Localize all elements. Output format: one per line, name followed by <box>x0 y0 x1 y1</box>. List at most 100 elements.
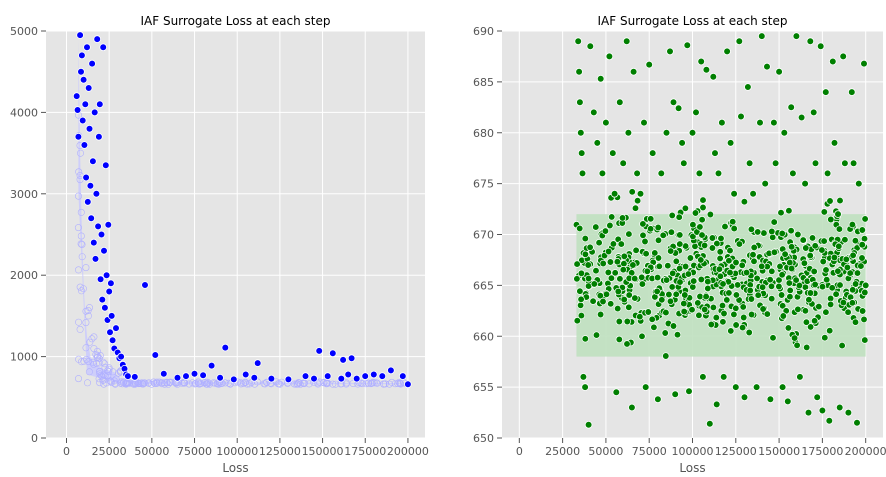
density-point <box>651 249 659 257</box>
density-point <box>861 336 869 344</box>
density-point <box>110 377 118 385</box>
data-point <box>72 92 81 100</box>
density-point <box>101 360 109 368</box>
density-point <box>75 192 83 200</box>
data-point <box>199 371 207 380</box>
x-tick-label: 25000 <box>92 445 127 458</box>
density-point <box>632 246 640 254</box>
density-point <box>675 264 684 273</box>
density-point <box>397 380 405 388</box>
density-point <box>584 261 592 269</box>
density-point <box>623 340 631 348</box>
density-point <box>667 228 676 236</box>
points-right <box>574 32 870 429</box>
density-point <box>381 380 389 388</box>
data-point <box>85 124 94 133</box>
density-point <box>631 204 640 212</box>
density-point <box>849 286 857 294</box>
density-point <box>769 334 777 342</box>
density-point <box>777 291 786 299</box>
data-point <box>107 312 116 320</box>
data-point <box>328 349 337 358</box>
density-point <box>105 364 113 372</box>
density-point <box>730 310 738 319</box>
data-point <box>858 240 866 249</box>
density-point <box>82 264 90 272</box>
density-point <box>118 378 126 386</box>
data-point <box>678 139 686 147</box>
density-point <box>749 251 757 259</box>
data-point <box>216 373 224 382</box>
density-point <box>599 259 607 268</box>
density-point <box>818 246 826 254</box>
density-point <box>715 265 724 273</box>
density-point <box>701 305 709 314</box>
density-point <box>616 275 624 283</box>
density-point <box>650 323 658 331</box>
density-point <box>767 282 776 290</box>
y-tick-label: 5000 <box>10 25 38 38</box>
density-point <box>861 288 869 297</box>
data-point <box>337 374 346 383</box>
density-point <box>669 322 678 330</box>
density-point <box>802 244 810 252</box>
density-point <box>729 218 737 226</box>
density-point <box>726 268 734 277</box>
density-point <box>853 269 862 277</box>
data-point <box>230 375 238 384</box>
y-tick-label: 670 <box>473 229 494 242</box>
density-point <box>643 267 651 275</box>
density-point <box>699 203 707 212</box>
density-point <box>607 274 616 282</box>
data-point <box>88 59 96 68</box>
density-point <box>592 223 600 231</box>
density-point <box>576 224 584 233</box>
density-point <box>655 262 663 270</box>
data-point <box>669 98 678 106</box>
data-point <box>730 190 738 198</box>
data-point <box>796 373 804 381</box>
density-point <box>719 280 727 288</box>
data-point <box>849 159 858 168</box>
density-point <box>832 290 840 298</box>
density-point <box>732 258 740 267</box>
data-point <box>640 118 648 127</box>
density-point <box>806 289 815 297</box>
density-point <box>805 296 813 304</box>
density-point <box>759 305 767 313</box>
density-point <box>723 296 731 304</box>
density-point <box>648 315 656 323</box>
data-point <box>124 372 132 380</box>
data-point <box>610 190 619 198</box>
density-point <box>109 368 117 376</box>
density-point <box>811 242 819 250</box>
density-point <box>689 221 697 229</box>
density-point <box>830 253 839 262</box>
density-point <box>792 276 800 284</box>
density-point <box>838 341 846 350</box>
density-point <box>787 227 795 235</box>
data-point <box>361 372 370 380</box>
data-point <box>821 88 830 96</box>
density-point <box>221 379 229 387</box>
density-point <box>815 302 823 311</box>
x-axis-label-left: Loss <box>222 461 248 475</box>
data-point <box>404 380 412 389</box>
data-point <box>671 390 679 399</box>
data-point <box>92 190 101 198</box>
density-point <box>760 229 768 237</box>
density-point <box>787 243 796 251</box>
density-point <box>810 317 819 325</box>
data-point <box>847 88 856 96</box>
chart-right: 0 25000 50000 75000 100000 125000 150000 175000… <box>473 14 886 475</box>
density-band-left <box>74 39 412 388</box>
data-point <box>94 222 102 231</box>
density-point <box>786 293 794 301</box>
data-point <box>834 210 842 218</box>
data-point <box>624 129 633 137</box>
density-point <box>793 341 801 349</box>
data-point <box>775 67 783 76</box>
density-point <box>790 334 799 342</box>
density-point <box>697 256 705 264</box>
density-point <box>653 273 662 282</box>
